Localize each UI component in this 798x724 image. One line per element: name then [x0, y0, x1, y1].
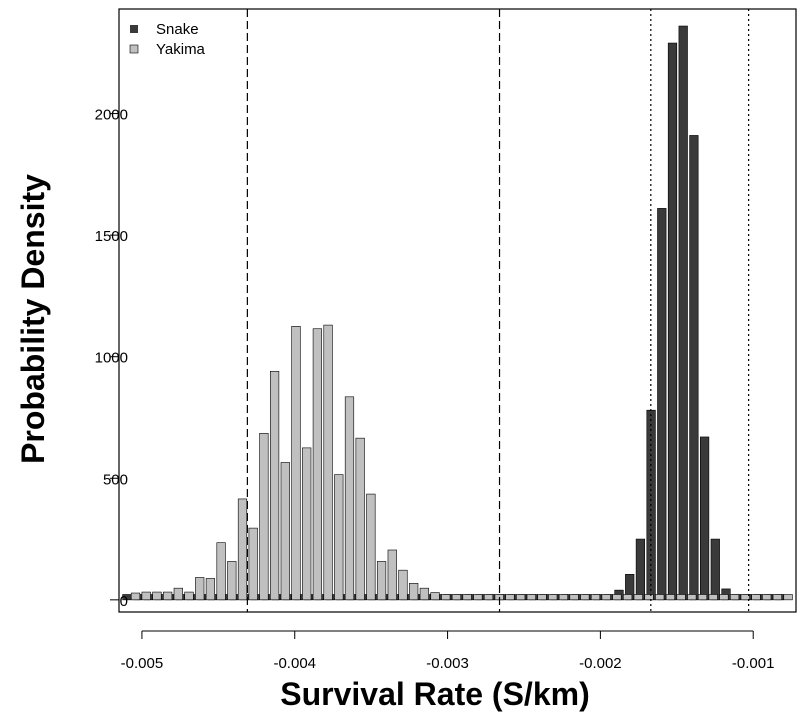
bar-yakima-13: [269, 370, 280, 601]
x-tick-label-4: -0.001: [732, 655, 775, 672]
bar-yakima-44: [601, 594, 611, 601]
y-tick-label-0: 0: [120, 593, 128, 610]
legend-label-snake: Snake: [156, 21, 199, 38]
bar-yakima-57: [740, 594, 750, 601]
bar-yakima-37: [526, 594, 536, 601]
bar-yakima-22: [366, 493, 376, 601]
bar-yakima-35: [505, 594, 515, 601]
bar-yakima-3: [163, 591, 173, 601]
bar-yakima-5: [184, 591, 194, 601]
bar-snake-50: [657, 208, 667, 601]
bar-yakima-30: [451, 594, 462, 601]
bar-yakima-1: [141, 591, 151, 601]
bar-yakima-61: [783, 594, 793, 601]
x-axis-title: Survival Rate (S/km): [280, 676, 589, 712]
bar-yakima-56: [729, 594, 740, 601]
bar-yakima-36: [516, 594, 526, 601]
legend-swatch-snake: [130, 25, 138, 33]
bar-yakima-18: [323, 324, 333, 601]
bar-snake-51: [667, 42, 678, 601]
bar-snake-54: [699, 436, 710, 601]
bar-yakima-4: [173, 587, 183, 601]
x-tick-label-0: -0.005: [121, 655, 164, 672]
bar-yakima-2: [152, 591, 162, 601]
bar-yakima-45: [612, 594, 622, 601]
bar-yakima-52: [687, 594, 697, 601]
bar-yakima-54: [708, 594, 718, 601]
y-tick-label-3: 1500: [95, 228, 128, 245]
bar-yakima-6: [195, 577, 205, 601]
legend-label-yakima: Yakima: [156, 41, 206, 58]
bar-yakima-60: [772, 594, 782, 601]
bar-yakima-12: [259, 432, 269, 601]
bar-yakima-47: [633, 594, 643, 601]
bar-yakima-40: [558, 594, 569, 601]
bar-yakima-33: [483, 594, 494, 601]
bar-yakima-19: [334, 474, 344, 601]
y-tick-label-1: 500: [103, 471, 128, 488]
y-tick-label-4: 2000: [95, 107, 128, 124]
bar-yakima-31: [462, 594, 472, 601]
bar-yakima-29: [441, 594, 451, 601]
bar-yakima-51: [676, 594, 686, 601]
x-tick-label-3: -0.002: [579, 655, 622, 672]
bar-snake-55: [710, 538, 720, 601]
bar-yakima-41: [569, 594, 579, 601]
bar-yakima-0: [130, 592, 141, 601]
bar-yakima-32: [473, 594, 483, 601]
bar-yakima-46: [623, 594, 633, 601]
bar-yakima-26: [409, 583, 419, 601]
bar-yakima-53: [697, 594, 708, 601]
x-tick-label-1: -0.004: [273, 655, 316, 672]
bar-yakima-59: [762, 594, 772, 601]
y-axis: 0 500 1000 1500 2000: [95, 107, 128, 610]
legend-swatch-yakima: [129, 44, 139, 54]
bars-group: [122, 25, 793, 601]
bar-yakima-50: [665, 594, 675, 601]
bar-yakima-55: [719, 594, 729, 601]
y-tick-label-2: 1000: [95, 350, 128, 367]
bar-snake-48: [635, 538, 646, 601]
bar-yakima-7: [205, 578, 216, 601]
bar-snake-53: [689, 135, 699, 601]
reference-lines: [246, 9, 750, 612]
plot-frame: [118, 8, 797, 613]
bar-yakima-49: [655, 594, 665, 601]
bar-yakima-24: [387, 549, 397, 601]
bar-yakima-17: [312, 328, 322, 601]
bar-yakima-20: [344, 396, 355, 601]
legend: Snake Yakima: [129, 21, 206, 58]
bar-yakima-42: [580, 594, 590, 601]
bar-yakima-43: [590, 594, 601, 601]
bar-yakima-28: [430, 592, 440, 601]
x-tick-label-2: -0.003: [426, 655, 469, 672]
bar-yakima-58: [751, 594, 761, 601]
bar-yakima-16: [302, 447, 312, 601]
bar-yakima-15: [291, 325, 301, 601]
bar-yakima-25: [398, 569, 408, 601]
bar-snake-52: [678, 25, 688, 601]
bar-yakima-10: [237, 498, 248, 601]
x-axis: -0.005 -0.004 -0.003 -0.002 -0.001: [121, 630, 775, 672]
bar-yakima-39: [548, 594, 558, 601]
bar-yakima-8: [216, 542, 226, 601]
bar-yakima-48: [644, 594, 654, 601]
bar-yakima-9: [227, 561, 237, 601]
bar-yakima-27: [419, 587, 429, 601]
bar-yakima-11: [248, 527, 258, 601]
y-axis-title: Probability Density: [15, 174, 51, 464]
bar-yakima-21: [355, 437, 365, 601]
bar-yakima-38: [537, 594, 547, 601]
bar-yakima-23: [376, 561, 387, 601]
bar-yakima-14: [280, 462, 290, 601]
